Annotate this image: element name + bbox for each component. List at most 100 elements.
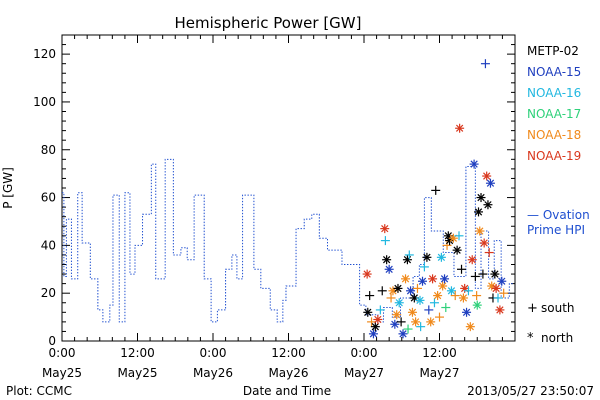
marker-stroke [488, 282, 496, 290]
marker-legend-north-symbol: * [527, 331, 534, 346]
marker-stroke [393, 311, 401, 319]
y-tick-label: 60 [41, 191, 56, 205]
marker-stroke [416, 296, 424, 305]
x-tick-date: May26 [193, 366, 233, 380]
marker-stroke [476, 227, 484, 235]
y-tick-label: 20 [41, 286, 56, 300]
legend-item: NOAA-16 [527, 86, 581, 100]
marker-stroke [486, 179, 495, 187]
data-point-south [484, 248, 494, 258]
data-point-south [457, 264, 467, 274]
data-point-south [429, 298, 439, 308]
data-point-north [462, 307, 472, 317]
x-tick-time: 0:00 [49, 346, 76, 360]
marker-legend-south-label: south [541, 301, 575, 315]
data-point-north [426, 317, 436, 327]
x-tick-time: 12:00 [120, 346, 155, 360]
marker-legend: + south * north [527, 301, 575, 346]
data-point-south [396, 317, 406, 327]
marker-stroke [395, 299, 403, 307]
data-point-south [442, 240, 452, 250]
footer-right: 2013/05/27 23:50:07 [467, 384, 594, 398]
marker-stroke [408, 308, 417, 316]
x-tick-time: 0:00 [200, 346, 227, 360]
legend-item: NOAA-15 [527, 65, 581, 79]
footer-left: Plot: CCMC [6, 384, 72, 398]
data-point-south [412, 283, 422, 293]
data-point-north [401, 274, 411, 284]
data-point-north [362, 269, 372, 279]
x-axis: 0:00 May25 12:00 May25 0:00 May26 12:00 May26 0:… [42, 35, 516, 380]
marker-stroke [474, 208, 483, 216]
data-point-north [418, 276, 428, 286]
data-point-south [375, 305, 385, 315]
marker-stroke [466, 322, 474, 331]
marker-stroke [455, 124, 464, 132]
x-tick-date: May26 [268, 366, 308, 380]
y-tick-label: 120 [33, 47, 56, 61]
data-point-south [472, 291, 482, 301]
x-axis-label: Date and Time [243, 384, 331, 398]
data-point-north [476, 193, 486, 203]
data-point-south [416, 322, 426, 332]
marker-stroke [438, 282, 447, 290]
satellite-points [362, 59, 509, 339]
marker-stroke [381, 224, 389, 233]
data-point-north [474, 207, 484, 217]
y-tick-label: 80 [41, 143, 56, 157]
y-axis-label: P [GW] [1, 167, 15, 209]
data-point-north [402, 255, 412, 265]
data-point-north [497, 276, 507, 286]
marker-stroke [371, 322, 379, 331]
data-point-north [485, 178, 495, 188]
marker-stroke [461, 284, 469, 293]
marker-stroke [440, 275, 449, 283]
ovation-step-line [62, 158, 514, 323]
data-point-north [393, 283, 403, 293]
data-point-north [458, 293, 468, 303]
data-point-north [452, 245, 462, 255]
data-point-north [465, 322, 475, 332]
data-point-north [392, 310, 402, 320]
marker-stroke [394, 284, 402, 293]
data-point-north [406, 286, 416, 296]
data-point-north [490, 269, 500, 279]
data-point-south [499, 288, 509, 298]
data-point-south [377, 286, 387, 296]
marker-stroke [484, 201, 492, 209]
data-point-north [390, 319, 400, 329]
marker-stroke [427, 318, 435, 326]
data-point-north [373, 314, 383, 324]
ovation-label-line2: Prime HPI [527, 223, 585, 237]
data-point-north [467, 255, 477, 265]
marker-stroke [382, 256, 391, 264]
data-point-north [482, 171, 492, 181]
marker-legend-north-label: north [541, 331, 573, 345]
data-point-south [367, 317, 377, 327]
marker-stroke [385, 265, 393, 273]
data-point-north [380, 224, 390, 234]
y-tick-label: 0 [48, 334, 56, 348]
x-tick-date: May27 [419, 366, 459, 380]
legend-item: METP-02 [527, 44, 579, 58]
data-point-south [435, 312, 444, 322]
data-point-south [463, 286, 473, 296]
marker-stroke [437, 253, 446, 261]
marker-stroke [462, 308, 471, 316]
data-point-north [440, 274, 450, 284]
plot-area [61, 34, 516, 342]
data-point-north [475, 226, 485, 236]
marker-stroke [483, 172, 491, 180]
marker-stroke [418, 277, 427, 285]
x-tick-time: 12:00 [422, 346, 457, 360]
x-tick-date: May25 [42, 366, 82, 380]
marker-stroke [433, 291, 442, 300]
marker-stroke [401, 275, 410, 283]
legend-item: NOAA-17 [527, 107, 581, 121]
satellite-legend: METP-02 NOAA-15 NOAA-16 NOAA-17 NOAA-18 NOAA-… [527, 44, 581, 163]
data-point-north [428, 274, 438, 284]
data-point-south [450, 291, 460, 301]
marker-stroke [428, 275, 437, 283]
data-point-south [404, 250, 414, 260]
marker-stroke [491, 270, 499, 278]
